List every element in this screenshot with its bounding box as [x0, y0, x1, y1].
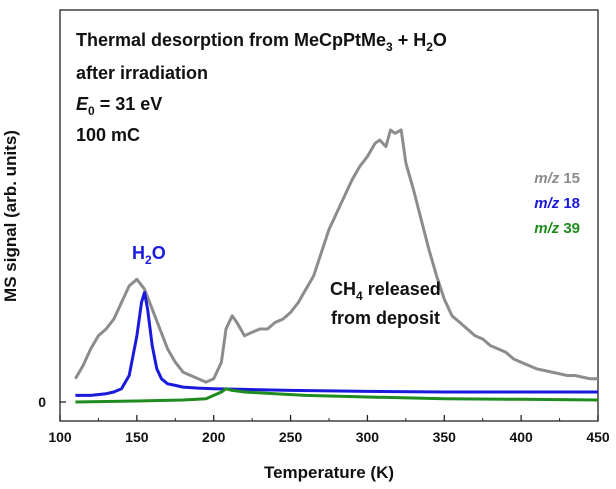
series-group	[74, 128, 599, 404]
x-axis-title: Temperature (K)	[264, 463, 394, 482]
x-tick-label-400: 400	[509, 429, 533, 445]
title-line-2: after irradiation	[76, 63, 208, 83]
x-tick-label-200: 200	[202, 429, 226, 445]
legend-item-39: m/z 39	[534, 220, 580, 237]
x-tick-label-300: 300	[356, 429, 380, 445]
annotation-ch4-line-1: CH4 released	[330, 279, 441, 303]
legend-item-18: m/z 18	[534, 195, 580, 212]
legend: m/z 15 m/z 18 m/z 39	[534, 170, 580, 237]
y-tick-label-0: 0	[38, 394, 46, 410]
x-tick-label-100: 100	[48, 429, 72, 445]
x-tick-label-150: 150	[125, 429, 149, 445]
title-line-1: Thermal desorption from MeCpPtMe3 + H2O	[76, 30, 447, 54]
x-tick-label-250: 250	[279, 429, 303, 445]
title-line-3: E0 = 31 eV	[76, 94, 162, 118]
x-axis-ticks: 100 150 200 250 300 350 400 450	[48, 415, 610, 445]
legend-item-15: m/z 15	[534, 170, 580, 187]
x-tick-label-350: 350	[433, 429, 457, 445]
annotation-h2o: H2O	[132, 243, 166, 267]
y-axis-title: MS signal (arb. units)	[1, 130, 20, 302]
x-tick-label-450: 450	[586, 429, 610, 445]
annotation-ch4-line-2: from deposit	[331, 308, 440, 328]
series-line-m-z-18	[75, 291, 598, 397]
series-line-m-z-15	[74, 128, 598, 384]
title-line-4: 100 mC	[76, 125, 140, 145]
series-line-m-z-39	[75, 387, 599, 404]
